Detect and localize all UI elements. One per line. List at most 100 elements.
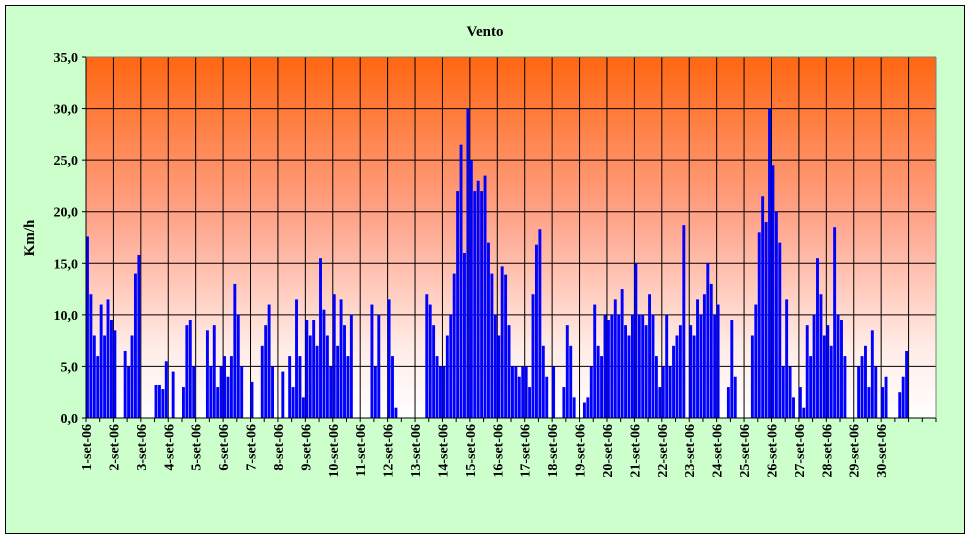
wind-bar [771, 165, 775, 418]
wind-bar [654, 356, 658, 418]
wind-bar [511, 366, 514, 418]
wind-bar [600, 356, 604, 418]
x-tick-label: 17-set-06 [519, 424, 534, 478]
wind-bar [325, 335, 329, 418]
wind-bar [394, 407, 398, 418]
x-tick-label: 22-set-06 [656, 424, 671, 478]
wind-bar [99, 304, 103, 418]
wind-bar [819, 294, 823, 418]
wind-bar [449, 314, 453, 418]
x-tick-label: 27-set-06 [793, 424, 808, 478]
x-tick-label: 10-set-06 [327, 424, 342, 478]
wind-bar [312, 320, 316, 418]
wind-bar [620, 289, 624, 418]
wind-bar [332, 294, 336, 418]
wind-bar [768, 108, 771, 418]
wind-bar [668, 366, 672, 418]
wind-bar [96, 356, 100, 418]
wind-bar [463, 252, 466, 418]
wind-bar [812, 314, 816, 418]
wind-bar [435, 356, 439, 418]
y-tick-label: 20,0 [54, 206, 79, 221]
wind-bar [127, 366, 131, 418]
wind-bar [617, 314, 621, 418]
wind-bar [822, 335, 826, 418]
wind-bar [627, 335, 631, 418]
wind-bar [809, 356, 813, 418]
wind-bar [665, 314, 669, 418]
x-tick-label: 3-set-06 [135, 424, 150, 471]
wind-bar [329, 366, 333, 418]
wind-bar [264, 325, 268, 418]
wind-bar [843, 356, 847, 418]
wind-bar [689, 325, 693, 418]
wind-bar [692, 335, 696, 418]
wind-bar [582, 402, 586, 418]
x-tick-label: 20-set-06 [601, 424, 616, 478]
wind-bar [267, 304, 271, 418]
wind-bar [781, 366, 785, 418]
x-tick-label: 23-set-06 [683, 424, 698, 478]
wind-bar [459, 144, 463, 419]
wind-bar [295, 299, 298, 418]
y-tick-label: 10,0 [54, 309, 79, 324]
wind-bar [798, 387, 802, 418]
wind-bar [442, 366, 446, 418]
wind-bar [864, 345, 867, 418]
wind-bar [377, 314, 381, 418]
wind-bar [730, 320, 734, 418]
wind-bar [905, 350, 909, 418]
wind-bar [428, 304, 432, 418]
wind-bar [870, 330, 874, 418]
wind-bar [298, 356, 302, 418]
wind-bar [181, 387, 185, 418]
wind-bar [209, 366, 213, 418]
wind-bar [250, 381, 254, 418]
wind-bar [658, 387, 662, 418]
wind-bar [504, 274, 508, 418]
x-tick-labels: 1-set-06 2-set-06 3-set-06 4-set-06 5-set-06… [80, 424, 890, 478]
wind-bar [370, 304, 374, 418]
wind-bar [469, 160, 473, 418]
wind-bar [545, 376, 549, 418]
x-tick-label: 11-set-06 [354, 424, 369, 477]
wind-bar [432, 325, 436, 418]
y-axis-label: Km/h [22, 219, 38, 256]
gridlines [86, 56, 937, 419]
wind-bar [517, 376, 521, 418]
wind-bar [473, 191, 477, 418]
wind-bar [713, 314, 717, 418]
wind-bar [500, 266, 504, 418]
wind-bar [874, 366, 878, 418]
wind-bar [216, 387, 220, 418]
wind-bar [733, 376, 737, 418]
wind-bar [106, 299, 110, 418]
wind-bar [349, 314, 353, 418]
x-tick-label: 2-set-06 [107, 424, 122, 471]
wind-bar [466, 108, 470, 418]
wind-bar [524, 366, 528, 418]
x-tick-label: 14-set-06 [437, 424, 452, 478]
wind-bar [534, 244, 538, 418]
wind-bar [754, 304, 758, 418]
wind-bar [123, 350, 127, 418]
wind-bar [171, 371, 175, 418]
wind-bar [826, 325, 830, 418]
wind-bar [346, 356, 350, 418]
wind-bar [456, 191, 460, 418]
y-tick-label: 0,0 [61, 412, 79, 427]
wind-bar [829, 345, 833, 418]
wind-bar [603, 314, 607, 418]
wind-bar [644, 325, 648, 418]
x-tick-label: 7-set-06 [245, 424, 260, 471]
wind-bar [291, 387, 295, 418]
x-tick-label: 25-set-06 [738, 424, 753, 478]
wind-bar [867, 387, 871, 418]
wind-bar [572, 397, 576, 418]
wind-bar [322, 309, 326, 418]
wind-bar [301, 397, 305, 418]
wind-bar [445, 335, 449, 418]
wind-bar [764, 222, 768, 418]
x-tick-label: 5-set-06 [190, 424, 205, 471]
